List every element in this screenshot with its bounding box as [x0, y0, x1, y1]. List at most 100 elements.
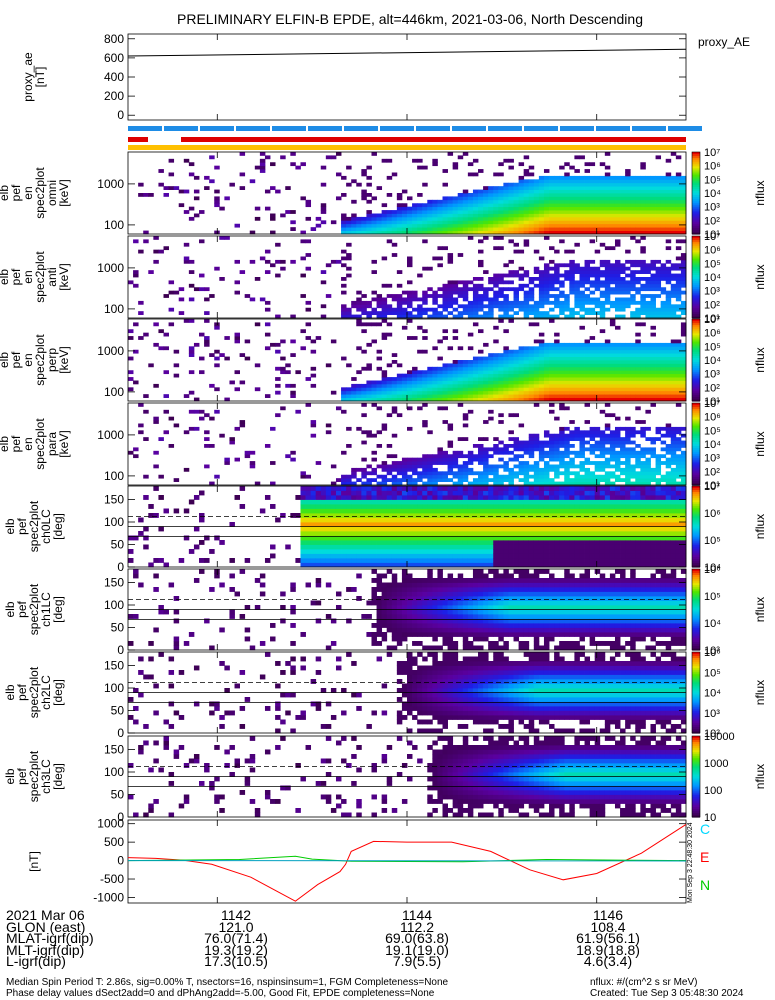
spectrogram-3-cell	[483, 370, 489, 375]
pitch-angle-1-cell	[417, 526, 423, 532]
pitch-angle-1-cell	[543, 522, 550, 527]
pitch-angle-1-cell	[361, 526, 367, 532]
pitch-angle-1-cell	[422, 562, 428, 568]
spectrogram-3-cell	[432, 377, 438, 381]
pitch-angle-1-cell	[386, 544, 393, 550]
spectrogram-3-cell	[401, 387, 408, 392]
pitch-angle-1-cell	[569, 535, 575, 541]
spectrogram-3-cell	[371, 390, 377, 395]
spectrogram-4-cell	[417, 464, 423, 469]
spectrogram-4-cell	[508, 413, 514, 418]
spectrogram-1-cell	[401, 203, 408, 208]
spectrogram-2-cell	[361, 294, 367, 298]
spectrogram-4-cell	[665, 481, 672, 486]
spectrogram-2-cell	[630, 273, 636, 278]
spectrogram-3-cell	[427, 394, 433, 398]
spectrogram-3-cell	[543, 349, 550, 354]
spectrogram-2-cell	[549, 287, 555, 292]
spectrogram-3-cell	[675, 366, 682, 371]
pitch-angle-1-cell	[407, 504, 413, 509]
spectrogram-2-cell	[630, 236, 636, 240]
spectrogram-4-cell	[523, 481, 530, 486]
spectrogram-4-colorbar-seg	[692, 480, 700, 484]
spectrogram-3-cell	[513, 390, 519, 395]
pitch-angle-1-cell	[366, 549, 372, 554]
spectrogram-3-cell	[513, 394, 519, 398]
spectrogram-2-cell	[569, 273, 575, 278]
spectrogram-4-cell	[528, 450, 535, 455]
spectrogram-4-cell	[452, 454, 459, 459]
spectrogram-2-cell	[391, 297, 398, 302]
spectrogram-3-cell	[407, 319, 413, 323]
spectrogram-3-cell	[574, 390, 580, 395]
spectrogram-3-cell	[665, 380, 672, 385]
pitch-angle-1-cell	[447, 490, 454, 496]
pitch-angle-1-cell	[432, 535, 438, 541]
spectrogram-3-cell	[554, 366, 560, 371]
spectrogram-1-cell	[655, 203, 662, 208]
pitch-angle-1-cell	[452, 508, 459, 514]
spectrogram-2-cell	[341, 304, 347, 309]
spectrogram-1-cell	[650, 199, 656, 204]
spectrogram-4-cell	[574, 464, 580, 469]
pitch-angle-1-cell	[412, 513, 418, 518]
spectrogram-1-cell	[483, 230, 489, 235]
spectrogram-4-cell	[422, 467, 428, 472]
spectrogram-1-cell	[574, 182, 580, 187]
spectrogram-4-cell	[391, 406, 398, 411]
spectrogram-2-cell	[391, 307, 398, 312]
spectrogram-1-cell	[442, 213, 448, 218]
pitch-angle-1-cell	[427, 490, 433, 496]
pitch-angle-1-cell	[543, 486, 550, 491]
spectrogram-1-cell	[630, 182, 636, 187]
spectrogram-1-cell	[579, 203, 585, 208]
pitch-angle-1-cell	[432, 549, 438, 554]
spectrogram-4-cell	[341, 481, 347, 486]
pitch-angle-1-cell	[488, 558, 494, 563]
spectrogram-3-cell	[609, 377, 616, 381]
spectrogram-3-cell	[589, 370, 596, 375]
spectrogram-2-cell	[503, 314, 509, 319]
spectrogram-2-cell	[432, 297, 438, 302]
spectrogram-3-cell	[579, 383, 585, 388]
spectrogram-4-cell	[640, 461, 646, 465]
pitch-angle-1-cell	[325, 535, 332, 541]
pitch-angle-1-cell	[391, 504, 398, 509]
spectrogram-4-cell	[467, 481, 474, 486]
spectrogram-4-cell	[437, 478, 443, 482]
spectrogram-2-cell	[630, 294, 636, 298]
pitch-angle-1-cell	[564, 499, 570, 505]
spectrogram-2-cell	[549, 273, 555, 278]
spectrogram-2-cell	[589, 259, 596, 264]
spectrogram-4-cell	[432, 481, 438, 486]
spectrogram-3-cell	[366, 397, 372, 402]
spectrogram-1-cell	[488, 203, 494, 208]
spectrogram-3-cell	[549, 370, 555, 375]
pitch-angle-1-cell	[462, 499, 469, 505]
spectrogram-2-cell	[564, 249, 570, 254]
spectrogram-4-cell	[396, 478, 403, 482]
spectrogram-1-cell	[493, 196, 499, 201]
pitch-angle-1-cell	[407, 490, 413, 496]
pitch-angle-1-cell	[335, 513, 342, 518]
spectrogram-4-cell	[270, 426, 276, 431]
spectrogram-1-cell	[447, 203, 454, 208]
spectrogram-2-cell	[447, 300, 454, 305]
pitch-angle-1-cell	[401, 504, 408, 509]
spectrogram-2-cell	[361, 311, 367, 315]
spectrogram-3-cell	[614, 366, 621, 371]
spectrogram-3-cell	[538, 349, 545, 354]
spectrogram-4-cell	[503, 467, 509, 472]
spectrogram-2-cell	[188, 297, 195, 302]
spectrogram-4-cell	[559, 403, 565, 407]
spectrogram-1-cell	[584, 196, 591, 201]
status-bar-yellow	[128, 145, 686, 150]
pitch-angle-1-cell	[559, 508, 565, 514]
spectrogram-1-cell	[391, 223, 398, 228]
spectrogram-3-cell	[518, 387, 525, 392]
spectrogram-4-cell	[361, 457, 367, 462]
spectrogram-4-cell	[554, 471, 560, 476]
spectrogram-1-cell	[614, 186, 621, 190]
spectrogram-2-colorbar-seg	[692, 279, 700, 282]
pitch-angle-1-cell	[376, 513, 383, 518]
